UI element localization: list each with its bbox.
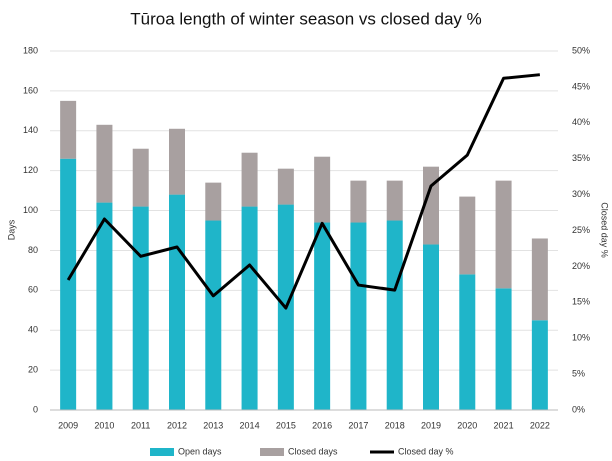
y-tick-label: 160 [23,85,38,95]
x-tick-label: 2010 [94,420,114,430]
x-tick-label: 2020 [457,420,477,430]
bar [350,180,367,223]
y2-tick-label: 30% [572,189,590,199]
bar [96,124,113,203]
bar [60,158,77,410]
y-tick-label: 20 [28,364,38,374]
x-tick-label: 2009 [58,420,78,430]
y2-tick-label: 40% [572,117,590,127]
y-tick-label: 80 [28,245,38,255]
bar [495,180,512,289]
y2-tick-label: 35% [572,153,590,163]
bar [241,152,258,207]
y2-tick-label: 25% [572,225,590,235]
y-tick-label: 60 [28,285,38,295]
bar [241,206,258,410]
bar [531,320,548,410]
bar [350,222,367,410]
y-tick-label: 120 [23,165,38,175]
y2-tick-label: 50% [572,45,590,55]
y2-tick-label: 10% [572,333,590,343]
legend-label: Closed day % [398,446,454,456]
bar [423,166,439,245]
x-tick-label: 2021 [494,420,514,430]
legend-swatch [150,448,174,456]
x-tick-label: 2016 [312,420,332,430]
x-tick-label: 2014 [240,420,260,430]
x-tick-label: 2015 [276,420,296,430]
y-tick-label: 0 [33,404,38,414]
x-tick-label: 2012 [167,420,187,430]
bar [96,202,113,410]
bar [459,196,476,275]
bar [169,128,185,195]
bar [205,182,222,221]
bar [169,194,185,410]
y-axis-label: Days [6,219,16,240]
bar [386,220,403,410]
bar [531,238,548,321]
bar [495,288,512,410]
x-tick-label: 2013 [203,420,223,430]
y2-tick-label: 15% [572,297,590,307]
y2-tick-label: 45% [572,81,590,91]
legend-label: Closed days [288,446,338,456]
chart-title: Tūroa length of winter season vs closed … [130,9,482,28]
x-tick-label: 2022 [530,420,550,430]
y2-tick-label: 0% [572,404,585,414]
bar [314,222,331,410]
bar [423,244,439,410]
y-tick-label: 180 [23,45,38,55]
x-tick-label: 2011 [131,420,150,430]
y2-tick-label: 5% [572,368,585,378]
bar [459,274,476,410]
y2-tick-label: 20% [572,261,590,271]
bar [314,156,331,223]
y-tick-label: 40 [28,325,38,335]
x-tick-label: 2018 [385,420,405,430]
legend-swatch [260,448,284,456]
bar [386,180,403,221]
bar [205,220,222,410]
bar [277,168,294,205]
bar [60,100,77,159]
y2-axis-label: Closed day % [600,202,610,258]
y-tick-label: 140 [23,125,38,135]
line [66,73,541,310]
x-tick-label: 2019 [421,420,441,430]
bar [132,206,149,410]
x-tick-label: 2017 [348,420,368,430]
bar [132,148,149,207]
legend-label: Open days [178,446,222,456]
y-tick-label: 100 [23,205,38,215]
